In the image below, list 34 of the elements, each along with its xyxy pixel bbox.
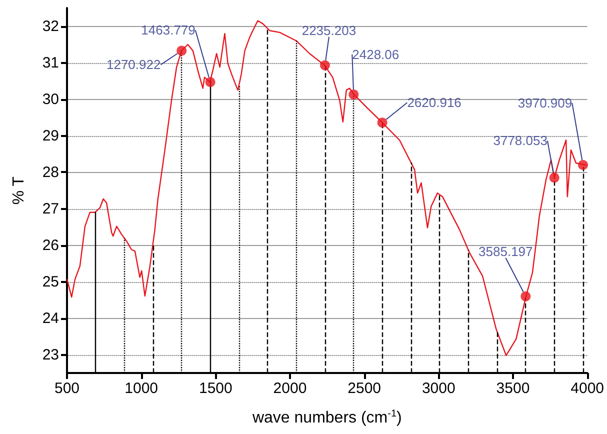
annotation: 2235.203 [302, 22, 356, 38]
x-tick-label: 2500 [348, 380, 382, 397]
annotation: 3585.197 [478, 244, 533, 259]
annotation: 3778.053 [493, 133, 548, 148]
annotation: 2428.06 [352, 47, 400, 62]
point [549, 172, 560, 183]
y-tick-label: 27 [42, 200, 59, 218]
y-tick-label: 25 [42, 273, 59, 290]
y-tick-label: 26 [42, 236, 59, 254]
x-tick-label: 1500 [198, 380, 232, 397]
y-tick-label: 28 [42, 164, 59, 181]
y-tick-label: 32 [42, 18, 59, 35]
annotation: 1270.922 [106, 57, 161, 72]
annotation: 1463.779 [141, 22, 196, 38]
x-tick-label: 2000 [273, 380, 307, 397]
annotation: 2620.916 [407, 95, 462, 110]
point [176, 46, 187, 56]
y-tick-label: 29 [42, 127, 59, 144]
y-tick-label: 23 [42, 346, 59, 364]
y-tick-label: 24 [42, 310, 59, 327]
point [320, 60, 330, 70]
point [520, 291, 531, 302]
y-axis-title: % T [10, 176, 28, 205]
x-tick-label: 3500 [496, 380, 530, 397]
x-tick-label: 4000 [570, 380, 604, 397]
point [205, 77, 216, 88]
point [377, 118, 388, 128]
x-tick-label: 500 [54, 380, 80, 397]
point [348, 90, 359, 100]
x-tick-label: 1000 [124, 380, 158, 397]
annotation: 3970.909 [518, 95, 572, 110]
x-tick-label: 3000 [422, 380, 456, 397]
y-tick-label: 30 [42, 90, 59, 108]
y-tick-label: 31 [42, 54, 59, 72]
